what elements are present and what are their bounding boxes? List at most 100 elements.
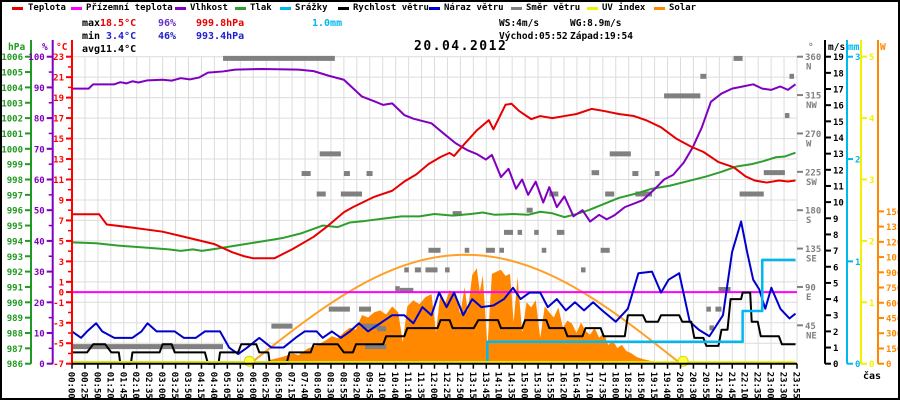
axis-tick-label: 4	[833, 296, 839, 306]
axis-tick-label: 0	[886, 360, 891, 370]
axis-tick-label: 17:35	[596, 372, 606, 398]
axis-tick-label: SE	[806, 255, 817, 265]
axis-tick-label: 1006	[2, 53, 23, 63]
axis-tick-label: 04:40	[208, 372, 218, 398]
axis-tick-label: 14:35	[506, 372, 516, 398]
temperature-line	[72, 102, 796, 260]
axis-tick-label: S	[806, 216, 811, 226]
axis-tick-label: 10	[34, 330, 45, 340]
axis-tick-label: 1002	[2, 115, 23, 125]
axis-tick-label: 05:30	[234, 372, 244, 398]
axis-tick-label: 02:35	[143, 372, 153, 398]
axis-tick-label: 17:10	[583, 372, 593, 398]
axis-tick-label: 70	[34, 145, 45, 155]
axis-tick-label: 01:20	[104, 372, 114, 398]
axis-tick-label: 990	[7, 299, 23, 309]
axis-tick-label: NE	[806, 331, 817, 341]
axis-tick-label: 270	[805, 130, 821, 140]
axis-tick-label: 06:50	[273, 372, 283, 398]
axis-tick-label: 1003	[2, 99, 23, 109]
pressure-line	[71, 151, 796, 252]
axis-tick-label: 19:40	[661, 372, 671, 398]
axis-tick-label: 999	[7, 161, 23, 171]
axis-tick-label: 991	[7, 283, 23, 293]
axis-tick-label: 13	[833, 150, 844, 160]
axis-tick-label: SW	[806, 178, 817, 188]
axis-tick-label: 180	[805, 207, 821, 217]
axis-tick-label: NW	[806, 101, 817, 111]
axis-tick-label: 1500	[886, 208, 898, 218]
axis-tick-label: 21	[53, 74, 64, 84]
axis-tick-label: 5	[869, 53, 874, 63]
axis-tick-label: 1004	[2, 84, 24, 94]
axis-tick-label: 995	[7, 222, 23, 232]
rain-cumulative-line	[72, 258, 796, 364]
axis-tick-label: 988	[7, 330, 23, 340]
axis-tick-label: 315	[805, 92, 821, 102]
axis-tick-label: mm	[848, 42, 860, 53]
axis-tick-label: 1200	[886, 238, 898, 248]
axis-tick-label: 998	[7, 176, 23, 186]
axis-tick-label: 40	[34, 237, 45, 247]
axis-tick-label: 22:35	[752, 372, 762, 398]
axis-tick-label: 00:50	[91, 372, 101, 398]
axis-tick-label: 750	[886, 284, 898, 294]
axis-tick-label: 1005	[2, 69, 23, 79]
axis-tick-label: 0	[869, 360, 874, 370]
axis-tick-label: 18:00	[609, 372, 619, 398]
axis-tick-label: 1	[59, 278, 64, 288]
axis-tick-label: 7	[833, 247, 838, 257]
axis-tick-label: 08:30	[324, 372, 334, 398]
axis-tick-label: 80	[34, 115, 45, 125]
axis-tick-label: 993	[7, 253, 23, 263]
axis-tick-label: 03:50	[182, 372, 192, 398]
axis-tick-label: 18:50	[635, 372, 645, 398]
axis-tick-label: 300	[886, 330, 898, 340]
axis-tick-label: 6	[833, 263, 838, 273]
axis-tick-label: 1050	[886, 254, 898, 264]
axis-tick-label: 18:25	[622, 372, 632, 398]
axis-tick-label: 1	[855, 258, 860, 268]
wind-gust-line	[71, 220, 797, 356]
axis-tick-label: 986	[7, 360, 23, 370]
axis-tick-label: 1001	[2, 130, 23, 140]
axis-tick-label: hPa	[8, 42, 25, 53]
axis-tick-label: 23:00	[765, 372, 775, 398]
axis-tick-label: 900	[886, 269, 898, 279]
axis-tick-label: 02:10	[130, 372, 140, 398]
axis-tick-label: 0	[39, 360, 44, 370]
axis-tick-label: 20:55	[700, 372, 710, 398]
axis-tick-label: 15	[53, 135, 64, 145]
axis-tick-label: 90	[805, 283, 816, 293]
axis-tick-label: 12:25	[441, 372, 451, 398]
axis-tick-label: 11	[53, 176, 64, 186]
axis-tick-label: 19	[53, 94, 64, 104]
axis-tick-label: -7	[53, 360, 64, 370]
axis-tick-label: 10:10	[376, 372, 386, 398]
axis-tick-label: N	[806, 63, 811, 73]
axis-tick-label: čas	[863, 370, 881, 382]
axis-tick-label: 07:40	[299, 372, 309, 398]
axis-tick-label: -3	[53, 319, 64, 329]
axis-tick-label: 1000	[2, 145, 23, 155]
axis-tick-label: 992	[7, 268, 23, 278]
axis-tick-label: 100	[28, 53, 44, 63]
axis-tick-label: 21:45	[726, 372, 736, 398]
axis-tick-label: W	[806, 139, 812, 149]
axis-tick-label: 16	[833, 102, 844, 112]
axis-tick-label: 12:50	[454, 372, 464, 398]
axis-tick-label: 9	[59, 196, 64, 206]
axis-tick-label: 00:25	[78, 372, 88, 398]
axis-tick-label: 987	[7, 345, 23, 355]
axis-tick-label: 16:20	[557, 372, 567, 398]
axis-tick-label: 15	[833, 118, 844, 128]
axis-tick-label: 08:05	[311, 372, 321, 398]
axis-tick-label: 14	[833, 134, 844, 144]
axis-tick-label: 3	[869, 176, 874, 186]
axis-tick-label: 8	[833, 231, 838, 241]
solar-radiation-area	[259, 268, 680, 364]
axis-tick-label: 10	[833, 199, 844, 209]
axis-tick-label: 0	[833, 360, 838, 370]
